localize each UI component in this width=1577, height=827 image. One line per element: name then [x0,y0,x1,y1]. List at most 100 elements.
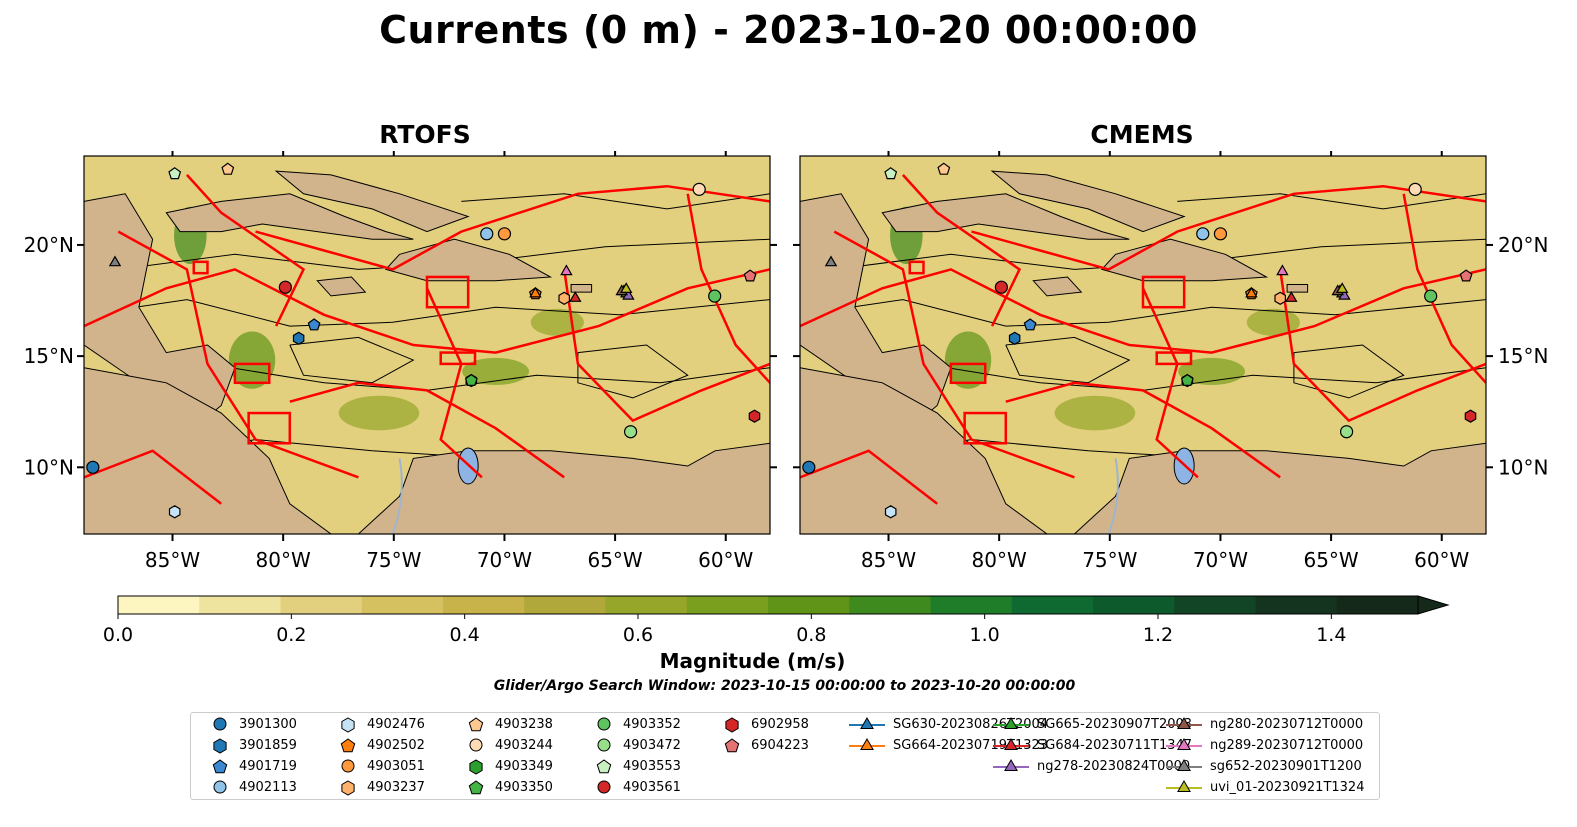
platform-marker [278,280,292,294]
legend-item: 6904223 [721,735,809,755]
platform-marker [1339,425,1354,439]
eez-boundary [686,193,770,384]
colorbar-segment [849,596,931,614]
high-speed-patch [228,331,276,389]
legend-item: SG665-20230907T2003 [993,714,1192,734]
protected-area [425,275,470,309]
x-tick-label: 70°W [1193,548,1248,572]
colorbar-segment [118,596,200,614]
legend-marker [213,780,227,794]
y-tick-label: 20°N [1498,233,1548,257]
legend-item: 4902476 [337,714,425,734]
x-tick-label: 60°W [1414,548,1469,572]
colorbar-tick-label: 1.2 [1143,624,1173,646]
protected-area [949,362,987,385]
legend-label: ng278-20230824T0000 [1037,758,1191,774]
legend-label: 4902502 [367,737,425,753]
legend-item: ng289-20230712T0000 [1166,735,1363,755]
map-frame [83,155,771,535]
colorbar-frame [117,595,1419,615]
eez-boundary [800,449,938,505]
map-panel-cmems: 85°W 80°W 75°W 70°W 65°W 60°W 20°N 15°N 10°N [793,151,1548,572]
legend-item: 4903051 [337,756,425,776]
protected-area [439,351,477,366]
legend-item: ng280-20230712T0000 [1166,714,1363,734]
platform-marker [884,167,898,180]
legend-marker [597,738,611,752]
platform-marker [464,373,478,386]
eez-boundary [185,174,306,327]
legend-label: 4902113 [239,779,297,795]
platform-marker [1196,227,1210,241]
streamline [1293,344,1405,399]
platform-marker [497,227,512,241]
platform-marker [1285,291,1298,302]
legend-item: ng278-20230824T0000 [993,756,1190,776]
legend-marker [597,717,611,731]
y-tick-label: 10°N [1498,455,1548,479]
legend-marker [1166,738,1202,750]
legend-item: 6902958 [721,714,809,734]
map-panel-rtofs: 85°W 80°W 75°W 70°W 65°W 60°W 20°N 15°N 10°N [24,151,777,572]
legend-label: SG684-20230711T1347 [1037,737,1193,753]
eez-boundary [901,174,1022,327]
legend-item: 4903472 [593,735,681,755]
platform-marker [994,280,1008,294]
legend-label: 4903051 [367,758,425,774]
legend-label: 4903472 [623,737,681,753]
legend-item: 4901719 [209,756,297,776]
platform-marker [743,269,757,282]
eez-boundary [425,287,483,479]
platform-marker [1245,286,1258,298]
legend-marker [341,780,355,796]
legend-label: 4903244 [495,737,553,753]
legend-marker [468,717,484,732]
panel-title-cmems: CMEMS [1090,120,1194,149]
legend-item: 4902113 [209,777,297,797]
legend-marker [849,717,885,729]
legend-item: 4903237 [337,777,425,797]
colorbar-segment [605,596,688,614]
land-mass [165,193,414,240]
legend-label: 4903238 [495,716,553,732]
colorbar-tick-label: 0.2 [276,624,306,646]
platform-marker [108,255,122,267]
protected-area [192,260,209,275]
platform-marker [168,505,181,519]
colorbar-segment [524,596,606,614]
colorbar-tick-label: 0.6 [623,624,653,646]
legend-marker [468,780,484,795]
colorbar: 0.0 0.2 0.4 0.6 0.8 1.0 1.2 1.4 [103,595,1450,646]
legend-marker [724,738,740,753]
platform-marker [307,318,321,331]
streamline [577,344,689,399]
legend-label: 4903561 [623,779,681,795]
platform-marker [1459,269,1473,282]
legend-label: 4903352 [623,716,681,732]
land-mass [881,193,1130,240]
legend-label: 4903553 [623,758,681,774]
colorbar-segment [768,596,850,614]
legend-marker [469,738,483,752]
colorbar-tick-label: 1.4 [1316,624,1346,646]
platform-marker [1008,331,1021,345]
legend-marker [213,738,227,754]
legend-marker [340,738,356,753]
colorbar-tick-label: 0.8 [796,624,826,646]
colorbar-segment [1011,596,1094,614]
legend-marker [993,759,1029,771]
legend-item: 4902502 [337,735,425,755]
platform-marker [1408,182,1422,196]
legend-label: SG665-20230907T2003 [1037,716,1193,732]
legend-marker [213,717,227,731]
x-tick-label: 80°W [972,548,1027,572]
platform-marker [802,460,816,474]
legend-item: 4903561 [593,777,681,797]
colorbar-tick-label: 0.0 [103,624,133,646]
legend-label: 6902958 [751,716,809,732]
y-tick-label: 15°N [24,344,74,368]
platform-marker [292,331,305,345]
platform-marker [1424,289,1438,303]
platform-marker [168,167,182,180]
legend-item: 4903244 [465,735,553,755]
